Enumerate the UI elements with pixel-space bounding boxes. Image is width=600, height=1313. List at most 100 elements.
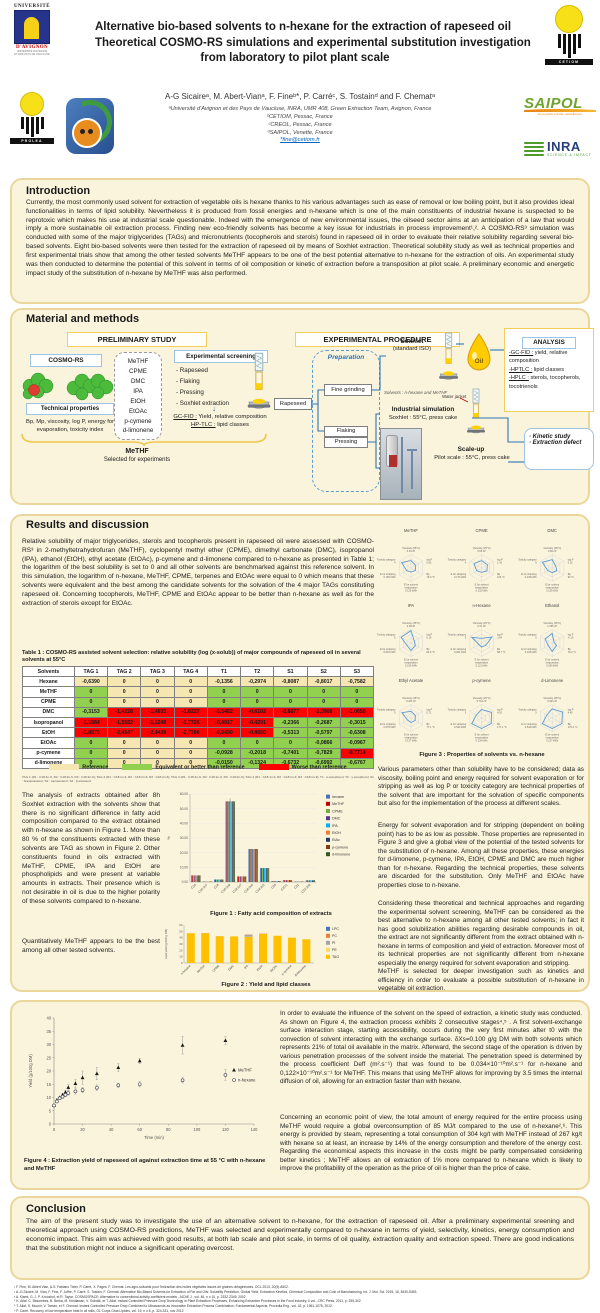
svg-text:E for stripping: E for stripping xyxy=(521,573,537,576)
table-cell: 0 xyxy=(140,686,175,698)
table-row-name: Isopropanol xyxy=(22,716,75,729)
svg-text:3: 3 xyxy=(535,711,537,714)
poster-title: Alternative bio-based solvents to n-hexa… xyxy=(95,20,531,67)
svg-text:30: 30 xyxy=(46,1042,51,1047)
svg-text:Toxicity category: Toxicity category xyxy=(518,558,537,561)
list-item: IPA xyxy=(133,387,143,395)
inra-lines-icon xyxy=(524,140,544,158)
table-cell: -0,6767 xyxy=(339,757,375,769)
results-para-left-2: The analysis of extracts obtained after … xyxy=(22,792,160,905)
radar-chart: Ethyl Acetate Viscosity (25°C)0.423 cP log… xyxy=(377,678,435,743)
results-para-right-3: Considering these theoretical and techni… xyxy=(378,900,584,968)
svg-text:MeTHF: MeTHF xyxy=(196,964,206,974)
table-header-cell: Solvents xyxy=(22,665,75,678)
svg-text:n-Hexane: n-Hexane xyxy=(473,603,492,608)
svg-text:0.105 kWh: 0.105 kWh xyxy=(525,651,538,654)
table-cell: -2,4428 xyxy=(140,727,175,739)
list-item: ² A.-G.Sicaire, M. Vian, F. Fine, F. Jof… xyxy=(14,1289,418,1294)
radar-chart: MeTHF Viscosity (25°C)0.46 cP log P0.82 Bp7… xyxy=(377,528,435,593)
cetiom-sun-icon xyxy=(555,5,583,33)
soxhlet-title: Soxhlet xyxy=(400,338,424,345)
introduction-section: Introduction Currently, the most commonl… xyxy=(10,178,590,304)
svg-text:C16:1n7: C16:1n7 xyxy=(197,883,208,894)
table-cell: 0 xyxy=(240,737,275,749)
kinetics-para-2: Concerning an economic point of view, th… xyxy=(280,1114,582,1172)
table-cell: 0 xyxy=(206,737,242,749)
svg-text:4.45: 4.45 xyxy=(568,711,573,714)
table-cell: -0,7829 xyxy=(306,747,341,759)
oilseed-logo xyxy=(66,98,114,154)
svg-text:0.121 kWh: 0.121 kWh xyxy=(476,665,489,668)
table-cell: -0,3153 xyxy=(73,706,109,718)
svg-text:Viscosity (25°C): Viscosity (25°C) xyxy=(543,697,561,700)
table-cell: -0,2366 xyxy=(273,716,308,729)
table-row-name: Hexane xyxy=(22,676,75,688)
svg-text:E for stripping: E for stripping xyxy=(521,648,537,651)
results-para-right-2: Energy for solvent evaporation and for s… xyxy=(378,822,584,890)
svg-text:log P: log P xyxy=(497,558,503,561)
svg-text:0.150 kWh: 0.150 kWh xyxy=(384,576,397,579)
table-cell: 0 xyxy=(240,696,275,708)
technical-properties-label: Technical properties xyxy=(26,403,114,415)
svg-text:0: 0 xyxy=(49,1122,52,1127)
svg-text:30: 30 xyxy=(179,942,183,946)
table-header-cell: S1 xyxy=(273,665,308,678)
svg-text:Bp: Bp xyxy=(568,648,572,651)
svg-text:Bp: Bp xyxy=(497,573,501,576)
svg-text:Bp: Bp xyxy=(427,573,431,576)
gcfid-rest: Yield, relative composition xyxy=(196,414,267,420)
svg-text:2.08 cP: 2.08 cP xyxy=(407,625,416,628)
technical-properties-text: Bp, Mp, viscosity, log P, energy for eva… xyxy=(25,419,115,434)
analysis-item: -HPTLC : lipid classes xyxy=(509,366,565,373)
svg-text:15: 15 xyxy=(46,1082,51,1087)
table-cell: -1,0966 xyxy=(306,706,341,718)
svg-text:CPME: CPME xyxy=(476,528,488,533)
svg-text:E for solvent: E for solvent xyxy=(475,734,489,737)
industrial-simulation-title: Industrial simulation xyxy=(391,406,455,413)
svg-text:82.6 °C: 82.6 °C xyxy=(427,651,436,654)
svg-text:50.00: 50.00 xyxy=(180,807,188,811)
results-title: Results and discussion xyxy=(26,519,149,531)
title-line-2: Theoretical COSMO-RS simulations and exp… xyxy=(95,36,531,49)
svg-text:Toxicity category: Toxicity category xyxy=(377,633,396,636)
table-cell: 0 xyxy=(173,747,208,759)
svg-text:Bp: Bp xyxy=(427,648,431,651)
table-cell: -0,6102 xyxy=(240,706,275,718)
list-item: MeTHF xyxy=(127,358,149,365)
svg-text:Viscosity (25°C): Viscosity (25°C) xyxy=(402,697,420,700)
svg-text:0.129 kWh: 0.129 kWh xyxy=(405,590,418,593)
table-cell: -1,5248 xyxy=(140,716,175,729)
radar-chart: Ethanol Viscosity (25°C)1.095 cP log P-0.1… xyxy=(518,603,576,668)
brace-icon xyxy=(21,433,267,446)
table-cell: -0,6390 xyxy=(73,676,109,688)
svg-text:Bp: Bp xyxy=(427,723,431,726)
table-cell: -0,2687 xyxy=(306,716,341,729)
svg-text:d-limonene: d-limonene xyxy=(294,964,308,978)
radar-chart: CPME Viscosity (25°C)0.55 cP log P1.41 Bp10… xyxy=(448,528,505,593)
svg-text:5: 5 xyxy=(394,711,396,714)
table-cell: 0 xyxy=(173,696,208,708)
svg-text:20: 20 xyxy=(80,1127,85,1132)
table-cell: -0,8877 xyxy=(273,706,308,718)
svg-text:0.46 cP: 0.46 cP xyxy=(407,550,416,553)
svg-text:evaporation: evaporation xyxy=(475,662,489,665)
svg-text:hexane: hexane xyxy=(332,795,344,799)
svg-text:Viscosity (25°C): Viscosity (25°C) xyxy=(402,547,420,550)
list-item: Kinetic study xyxy=(529,434,589,440)
radar-chart: d-Limonene Viscosity (25°C)0.923 cP log P4… xyxy=(518,678,577,743)
svg-text:79.9 °C: 79.9 °C xyxy=(427,576,436,579)
author-block: A-G Sicaireᵃ, M. Abert-Vianᵃ, F. Fineᵇ*,… xyxy=(125,92,475,143)
svg-text:PE: PE xyxy=(332,948,337,952)
selected-solvent-sub: Selected for experiments xyxy=(103,457,171,463)
contact-email-link[interactable]: *fine@cetiom.fr xyxy=(280,137,320,144)
svg-text:Toxicity category: Toxicity category xyxy=(448,558,467,561)
svg-text:Toxicity category: Toxicity category xyxy=(377,708,396,711)
table-cell: 0 xyxy=(107,696,142,708)
svg-text:177.1 °C: 177.1 °C xyxy=(497,726,507,729)
univ-avignon-logo-bottom: D'AVIGNON xyxy=(15,45,49,50)
list-item: CPME xyxy=(129,367,147,375)
pilot-plant-photo xyxy=(380,428,422,500)
table-cell: 0 xyxy=(73,737,109,749)
soxhlet-iso-icon xyxy=(439,332,459,380)
